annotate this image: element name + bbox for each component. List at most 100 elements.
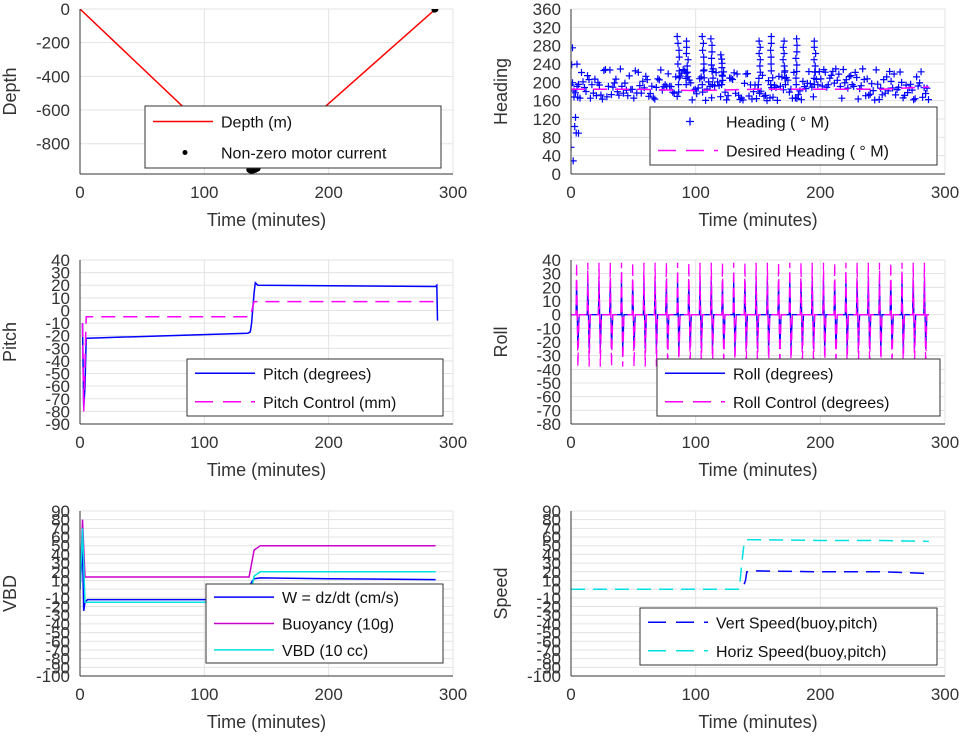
x-tick-label: 0 <box>75 183 84 202</box>
legend-label: Desired Heading ( ° M) <box>726 144 889 161</box>
x-tick-label: 100 <box>190 183 218 202</box>
y-tick-label: 320 <box>533 18 561 37</box>
y-tick-label: -80 <box>536 650 561 669</box>
y-tick-label: -20 <box>45 598 70 617</box>
y-tick-label: 20 <box>542 563 561 582</box>
y-tick-label: -10 <box>45 314 70 333</box>
y-tick-label: 40 <box>542 147 561 166</box>
y-tick-label: 20 <box>51 563 70 582</box>
y-tick-label: -30 <box>45 606 70 625</box>
depth-chart: 0 100 200 300 0 -200 -400 -600 -800 Time (minutes… <box>0 0 467 230</box>
x-tick-label: 300 <box>439 183 467 202</box>
y-tick-label: -10 <box>536 319 561 338</box>
vbd-chart: 0 100 200 3009080706050403020100-10-20-30-4… <box>0 502 467 732</box>
y-tick-label: 30 <box>51 554 70 573</box>
y-tick-label: 0 <box>552 580 561 599</box>
data-layer <box>571 538 929 590</box>
y-axis-label: Roll <box>491 326 511 357</box>
y-tick-label: 200 <box>533 73 561 92</box>
roll-chart: 0 100 200 300403020100-10-20-30-40-50-60-70… <box>491 251 959 480</box>
x-tick-label: 200 <box>806 183 834 202</box>
y-tick-label: -80 <box>536 415 561 434</box>
speed-series-2-line <box>571 538 929 590</box>
y-tick-label: 60 <box>51 528 70 547</box>
y-tick-label: -40 <box>536 360 561 379</box>
legend-swatch <box>686 117 694 126</box>
x-tick-label: 100 <box>681 183 709 202</box>
y-tick-label: -60 <box>536 632 561 651</box>
y-tick-label: 80 <box>542 511 561 530</box>
legend: Roll (degrees) Roll Control (degrees) <box>656 358 941 417</box>
y-tick-label: 160 <box>533 92 561 111</box>
y-tick-label: -20 <box>45 327 70 346</box>
y-tick-label: 20 <box>51 276 70 295</box>
speed-chart: 0 100 200 3009080706050403020100-10-20-30-4… <box>491 502 959 732</box>
y-tick-label: 30 <box>542 265 561 284</box>
y-tick-label: -90 <box>45 415 70 434</box>
legend-label: Depth (m) <box>221 115 292 132</box>
y-tick-label: -90 <box>536 658 561 677</box>
y-tick-label: 70 <box>542 519 561 538</box>
y-tick-label: 50 <box>51 537 70 556</box>
y-tick-label: 0 <box>61 0 70 19</box>
y-tick-label: 240 <box>533 55 561 74</box>
x-tick-label: 200 <box>806 685 834 704</box>
y-tick-label: -400 <box>36 67 70 86</box>
legend-label: VBD (10 cc) <box>282 643 368 660</box>
x-tick-label: 100 <box>190 685 218 704</box>
legend-box <box>656 358 941 417</box>
y-tick-label: -40 <box>45 615 70 634</box>
x-tick-label: 300 <box>439 685 467 704</box>
y-tick-label: 80 <box>542 128 561 147</box>
y-tick-label: -70 <box>45 390 70 409</box>
legend: Heading ( ° M) Desired Heading ( ° M) <box>649 106 938 166</box>
y-tick-label: -70 <box>536 401 561 420</box>
y-tick-label: -10 <box>536 589 561 608</box>
legend: W = dz/dt (cm/s) Buoyancy (10g) VBD (10 cc… <box>205 583 444 664</box>
y-tick-label: -60 <box>45 377 70 396</box>
y-tick-label: 120 <box>533 110 561 129</box>
legend-label: Heading ( ° M) <box>726 115 829 132</box>
x-axis-label: Time (minutes) <box>698 460 817 480</box>
x-tick-label: 0 <box>566 685 575 704</box>
y-tick-label: 10 <box>51 289 70 308</box>
y-tick-label: 30 <box>51 264 70 283</box>
legend-label: Vert Speed(buoy,pitch) <box>716 615 878 632</box>
y-tick-label: -40 <box>45 352 70 371</box>
legend-label: Buoyancy (10g) <box>282 617 394 634</box>
legend-box <box>144 105 442 169</box>
y-tick-label: 10 <box>51 571 70 590</box>
x-tick-label: 200 <box>314 183 342 202</box>
y-tick-label: 0 <box>552 306 561 325</box>
x-tick-label: 100 <box>681 685 709 704</box>
legend: Depth (m) Non-zero motor current <box>144 105 442 169</box>
y-tick-label: 50 <box>542 537 561 556</box>
y-tick-label: 80 <box>51 511 70 530</box>
x-axis-label: Time (minutes) <box>698 712 817 732</box>
y-tick-label: -50 <box>536 374 561 393</box>
y-tick-label: -80 <box>45 650 70 669</box>
x-tick-label: 0 <box>75 685 84 704</box>
y-tick-label: -100 <box>527 667 561 686</box>
y-tick-label: -50 <box>45 624 70 643</box>
x-tick-label: 0 <box>566 433 575 452</box>
y-tick-label: 0 <box>61 580 70 599</box>
data-layer <box>81 281 439 412</box>
heading-series-1-markers <box>571 33 932 165</box>
y-tick-label: 40 <box>542 251 561 270</box>
y-tick-label: 40 <box>542 545 561 564</box>
x-tick-label: 300 <box>439 433 467 452</box>
y-tick-label: -20 <box>536 598 561 617</box>
x-tick-label: 100 <box>190 433 218 452</box>
y-tick-label: -70 <box>536 641 561 660</box>
legend-swatch <box>182 150 188 155</box>
x-tick-label: 300 <box>931 183 959 202</box>
legend-box <box>649 106 938 166</box>
data-layer <box>571 33 932 165</box>
data-layer <box>571 262 929 367</box>
y-tick-label: 90 <box>51 502 70 521</box>
y-tick-label: 60 <box>542 528 561 547</box>
legend-label: Horiz Speed(buoy,pitch) <box>716 644 886 661</box>
y-tick-label: -100 <box>36 667 70 686</box>
